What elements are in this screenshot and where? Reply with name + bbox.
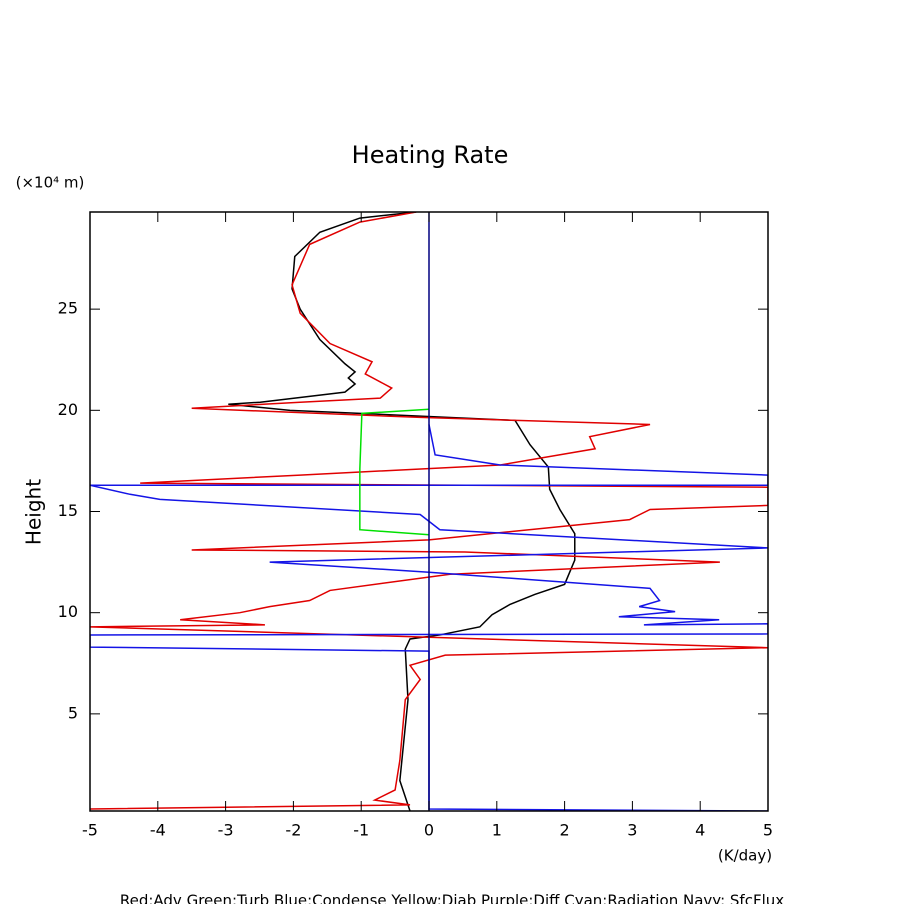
x-tick-label: 1 [492, 821, 502, 840]
x-unit: (K/day) [718, 847, 772, 865]
y-unit: (×10⁴ m) [16, 174, 85, 192]
x-tick-label: 5 [763, 821, 773, 840]
y-tick-label: 15 [58, 501, 78, 520]
plot-lines [90, 212, 768, 811]
profile-line [90, 424, 768, 811]
x-tick-label: -3 [218, 821, 234, 840]
x-tick-label: -2 [285, 821, 301, 840]
profile-line [90, 212, 768, 810]
x-tick-label: 0 [424, 821, 434, 840]
x-tick-label: 2 [560, 821, 570, 840]
y-tick-label: 5 [68, 703, 78, 722]
footnote: Red:Adv Green:Turb Blue:Condense Yellow:… [120, 892, 784, 904]
x-tick-label: 3 [627, 821, 637, 840]
x-tick-label: -1 [353, 821, 369, 840]
profile-line [359, 408, 430, 536]
x-tick-label: 4 [695, 821, 705, 840]
x-tick-label: -5 [82, 821, 98, 840]
x-tick-label: -4 [150, 821, 166, 840]
y-tick-label: 10 [58, 602, 78, 621]
y-tick-label: 25 [58, 299, 78, 318]
profile-line [228, 212, 576, 811]
y-tick-label: 20 [58, 400, 78, 419]
chart-title: Heating Rate [352, 141, 509, 169]
y-axis-label: Height [22, 479, 46, 545]
